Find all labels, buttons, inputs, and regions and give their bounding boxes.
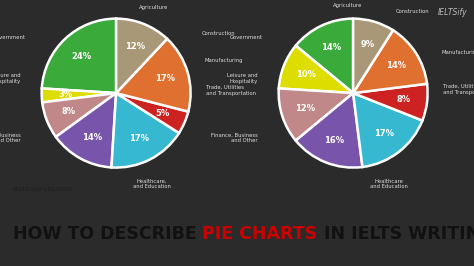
Text: Construction: Construction <box>202 31 236 36</box>
Text: 17%: 17% <box>129 134 149 143</box>
Wedge shape <box>116 93 188 133</box>
Text: 5%: 5% <box>155 109 170 118</box>
Wedge shape <box>296 93 363 168</box>
Wedge shape <box>279 46 353 93</box>
Wedge shape <box>353 93 422 167</box>
Text: IELTS FAV LESSONS: IELTS FAV LESSONS <box>13 188 72 192</box>
Text: Healthcare,
and Education: Healthcare, and Education <box>133 178 171 189</box>
Text: 14%: 14% <box>386 61 406 70</box>
Text: 17%: 17% <box>155 74 175 84</box>
Wedge shape <box>353 84 428 120</box>
Text: IN IELTS WRITING TASK 1: IN IELTS WRITING TASK 1 <box>318 225 474 243</box>
Text: Trade, Utilities
and Transportation: Trade, Utilities and Transportation <box>206 85 255 95</box>
Wedge shape <box>353 19 393 93</box>
Wedge shape <box>279 88 353 140</box>
Text: Finance, Business
and Other: Finance, Business and Other <box>0 132 21 143</box>
Wedge shape <box>111 93 179 168</box>
Text: Construction: Construction <box>396 9 429 14</box>
Wedge shape <box>296 19 353 93</box>
Text: 17%: 17% <box>374 129 394 138</box>
Text: 24%: 24% <box>72 52 91 61</box>
Wedge shape <box>116 39 191 112</box>
Wedge shape <box>42 93 116 137</box>
Text: Healthcare
and Education: Healthcare and Education <box>370 178 408 189</box>
Text: 12%: 12% <box>295 104 315 113</box>
Text: 8%: 8% <box>396 95 410 104</box>
Wedge shape <box>42 88 116 102</box>
Text: 16%: 16% <box>324 136 345 145</box>
Text: 12%: 12% <box>125 41 145 51</box>
Text: Agriculture: Agriculture <box>139 5 168 10</box>
Text: 14%: 14% <box>321 43 342 52</box>
Wedge shape <box>353 30 427 93</box>
Text: PIE CHARTS: PIE CHARTS <box>202 225 318 243</box>
Text: IELTSify: IELTSify <box>438 8 468 17</box>
Text: Leisure and
Hospitality: Leisure and Hospitality <box>0 73 21 84</box>
Text: Trade, Utilities
and Transportat.: Trade, Utilities and Transportat. <box>443 84 474 95</box>
Text: 3%: 3% <box>58 90 73 99</box>
Wedge shape <box>56 93 116 167</box>
Text: 9%: 9% <box>360 40 374 49</box>
Wedge shape <box>116 19 167 93</box>
Text: Government: Government <box>229 35 262 40</box>
Text: Agriculture: Agriculture <box>332 3 362 8</box>
Text: 14%: 14% <box>82 133 102 142</box>
Text: Government: Government <box>0 35 25 40</box>
Text: Finance, Business
and Other: Finance, Business and Other <box>211 132 258 143</box>
Wedge shape <box>42 19 116 93</box>
Text: HOW TO DESCRIBE: HOW TO DESCRIBE <box>13 225 202 243</box>
Text: 10%: 10% <box>296 70 316 79</box>
Text: Leisure and
Hospitality: Leisure and Hospitality <box>227 73 258 84</box>
Text: Manufacturing: Manufacturing <box>441 50 474 55</box>
Text: 8%: 8% <box>62 107 76 116</box>
Text: Manufacturing: Manufacturing <box>204 58 243 63</box>
